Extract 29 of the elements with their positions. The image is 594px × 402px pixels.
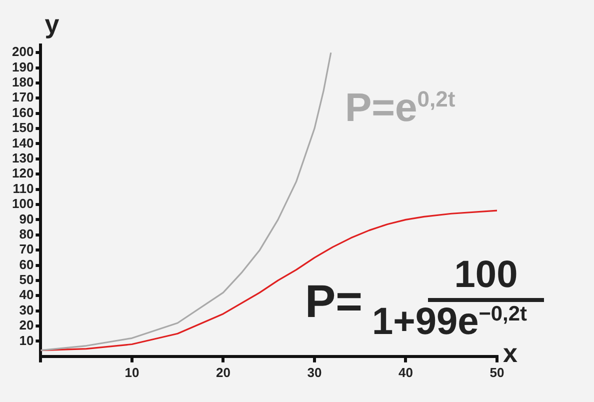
y-tick-label: 40 [19,287,34,302]
y-tick-label: 100 [12,196,34,212]
y-tick-label: 140 [12,135,34,150]
y-tick-label: 160 [12,104,34,120]
y-tick-label: 30 [19,302,34,318]
x-tick-label: 10 [124,364,140,380]
y-tick-label: 170 [12,90,34,105]
y-tick-label: 80 [19,226,34,242]
annotation: 100 [428,254,544,302]
y-tick-label: 130 [12,150,34,166]
y-tick-label: 90 [19,211,34,226]
x-tick-label: 20 [216,364,230,380]
y-tick-label: 50 [19,272,34,288]
annotation: P= [305,275,363,327]
y-tick-label: 70 [19,242,34,257]
y-tick-label: 60 [19,256,34,272]
y-tick-label: 110 [12,180,34,196]
y-tick-label: 150 [12,120,34,136]
x-tick-label: 30 [307,364,322,380]
y-tick-label: 180 [12,74,34,90]
y-tick-label: 10 [19,332,34,348]
y-axis-title: y [44,9,60,39]
y-tick-label: 20 [19,318,34,333]
x-tick-label: 40 [398,364,413,380]
annotation: P=e$^{0,2t}$ [345,86,456,130]
y-tick-label: 190 [12,59,34,74]
y-tick-label: 120 [12,166,34,181]
x-tick-label: 50 [490,364,504,380]
y-tick-label: 200 [12,44,34,60]
